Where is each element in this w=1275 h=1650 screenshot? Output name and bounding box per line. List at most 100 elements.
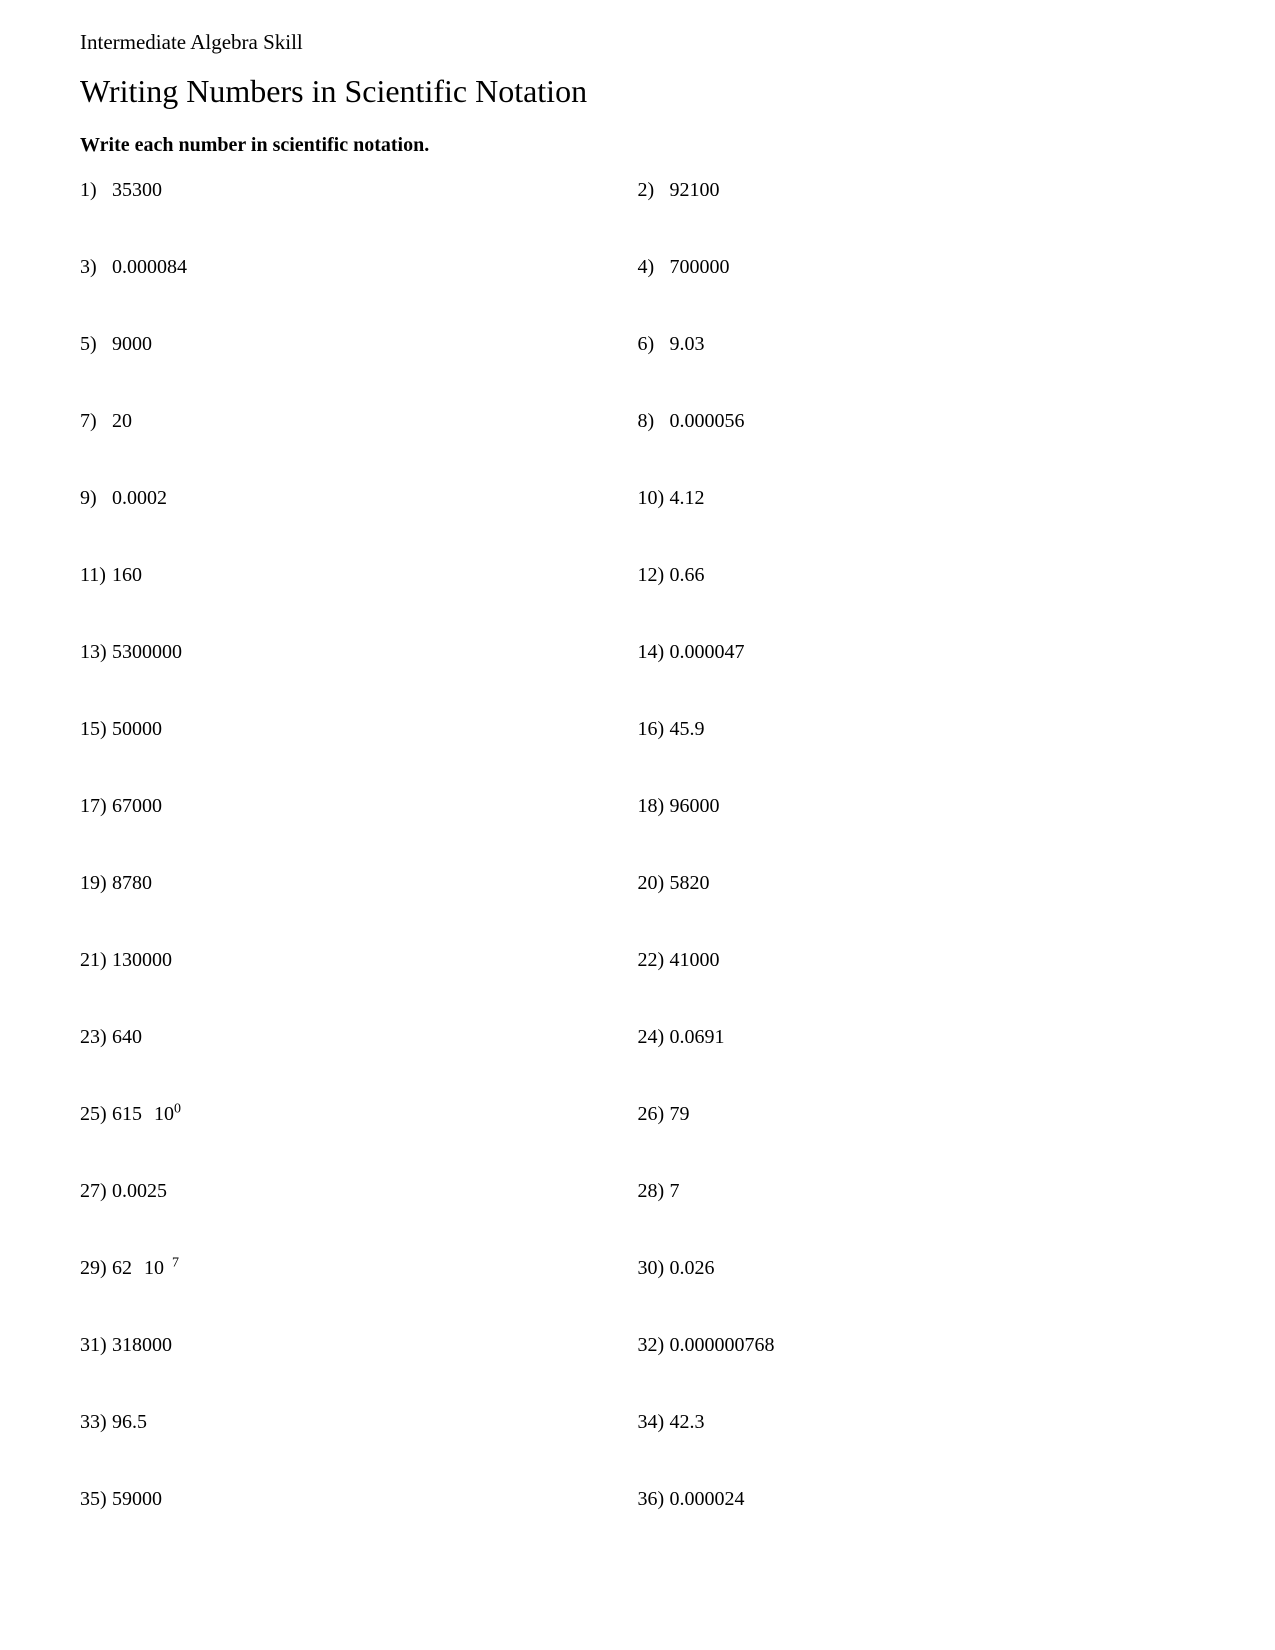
problem-number: 20) — [638, 872, 670, 895]
problem-item: 17)67000 — [80, 795, 638, 872]
problem-value-text: 130000 — [112, 949, 172, 971]
problem-number: 7) — [80, 410, 112, 433]
problem-number: 12) — [638, 564, 670, 587]
problem-item: 16)45.9 — [638, 718, 1196, 795]
problem-item: 26)79 — [638, 1103, 1196, 1180]
problem-value: 8780 — [112, 872, 152, 895]
problem-value: 640 — [112, 1026, 142, 1049]
problem-value-text: 4.12 — [670, 487, 705, 509]
problem-exponent: 0 — [174, 1101, 181, 1116]
problem-item: 13)5300000 — [80, 641, 638, 718]
problem-value: 7 — [670, 1180, 680, 1203]
problem-item: 35)59000 — [80, 1488, 638, 1565]
problem-number: 21) — [80, 949, 112, 972]
problem-number: 24) — [638, 1026, 670, 1049]
problem-value-text: 5820 — [670, 872, 710, 894]
problem-item: 31)318000 — [80, 1334, 638, 1411]
problem-number: 26) — [638, 1103, 670, 1126]
problem-number: 31) — [80, 1334, 112, 1357]
problem-number: 1) — [80, 179, 112, 202]
problem-item: 29)62107 — [80, 1257, 638, 1334]
problem-number: 29) — [80, 1257, 112, 1280]
problem-value-text: 0.000084 — [112, 256, 187, 278]
problem-value-text: 640 — [112, 1026, 142, 1048]
problem-value: 96000 — [670, 795, 720, 818]
problem-number: 18) — [638, 795, 670, 818]
problems-grid: 1)35300 2)92100 3)0.000084 4)700000 5)9000 6)… — [80, 179, 1195, 1565]
problem-number: 4) — [638, 256, 670, 279]
problem-item: 32)0.000000768 — [638, 1334, 1196, 1411]
problem-number: 34) — [638, 1411, 670, 1434]
problem-number: 5) — [80, 333, 112, 356]
problem-number: 30) — [638, 1257, 670, 1280]
problem-number: 17) — [80, 795, 112, 818]
problem-value-text: 92100 — [670, 179, 720, 201]
problem-value: 700000 — [670, 256, 730, 279]
problem-number: 6) — [638, 333, 670, 356]
problem-number: 32) — [638, 1334, 670, 1357]
problem-value-text: 35300 — [112, 179, 162, 201]
problem-item: 14)0.000047 — [638, 641, 1196, 718]
problem-value: 318000 — [112, 1334, 172, 1357]
problem-value: 0.0002 — [112, 487, 167, 510]
problem-item: 25)615100 — [80, 1103, 638, 1180]
problem-number: 11) — [80, 564, 112, 587]
problem-exponent: 7 — [172, 1255, 179, 1270]
problem-number: 19) — [80, 872, 112, 895]
problem-value: 130000 — [112, 949, 172, 972]
problem-item: 4)700000 — [638, 256, 1196, 333]
problem-item: 15)50000 — [80, 718, 638, 795]
problem-value-text: 7 — [670, 1180, 680, 1202]
problem-number: 14) — [638, 641, 670, 664]
problem-item: 30)0.026 — [638, 1257, 1196, 1334]
problem-item: 2)92100 — [638, 179, 1196, 256]
problem-value-text: 41000 — [670, 949, 720, 971]
problem-number: 8) — [638, 410, 670, 433]
problem-value: 45.9 — [670, 718, 705, 741]
problem-value-text: 9.03 — [670, 333, 705, 355]
problem-number: 28) — [638, 1180, 670, 1203]
problem-number: 27) — [80, 1180, 112, 1203]
problem-value: 9.03 — [670, 333, 705, 356]
problem-value: 4.12 — [670, 487, 705, 510]
problem-number: 2) — [638, 179, 670, 202]
problem-value: 5820 — [670, 872, 710, 895]
problem-value: 79 — [670, 1103, 690, 1126]
problem-base: 10 — [144, 1257, 164, 1279]
problem-value-text: 318000 — [112, 1334, 172, 1356]
problem-number: 10) — [638, 487, 670, 510]
problem-value-text: 0.66 — [670, 564, 705, 586]
problem-value-text: 0.000000768 — [670, 1334, 775, 1356]
problem-value-text: 96000 — [670, 795, 720, 817]
problem-item: 9)0.0002 — [80, 487, 638, 564]
problem-number: 3) — [80, 256, 112, 279]
problem-item: 27)0.0025 — [80, 1180, 638, 1257]
problem-value-text: 96.5 — [112, 1411, 147, 1433]
problem-value: 35300 — [112, 179, 162, 202]
problem-value: 92100 — [670, 179, 720, 202]
problem-item: 21)130000 — [80, 949, 638, 1026]
problem-value-text: 9000 — [112, 333, 152, 355]
problem-value-text: 67000 — [112, 795, 162, 817]
problem-value: 0.66 — [670, 564, 705, 587]
problem-item: 36)0.000024 — [638, 1488, 1196, 1565]
problem-value: 9000 — [112, 333, 152, 356]
problem-item: 23)640 — [80, 1026, 638, 1103]
problem-item: 20)5820 — [638, 872, 1196, 949]
problem-number: 9) — [80, 487, 112, 510]
problem-value: 42.3 — [670, 1411, 705, 1434]
problem-value: 50000 — [112, 718, 162, 741]
problem-item: 11)160 — [80, 564, 638, 641]
problem-value: 62107 — [112, 1257, 179, 1280]
problem-value: 0.000084 — [112, 256, 187, 279]
problem-value: 0.026 — [670, 1257, 715, 1280]
problem-value-text: 0.0025 — [112, 1180, 167, 1202]
problem-value-text: 0.0691 — [670, 1026, 725, 1048]
problem-item: 22)41000 — [638, 949, 1196, 1026]
problem-value: 0.000000768 — [670, 1334, 775, 1357]
problem-value-text: 0.000056 — [670, 410, 745, 432]
problem-value: 41000 — [670, 949, 720, 972]
problem-value: 0.000056 — [670, 410, 745, 433]
problem-value: 20 — [112, 410, 132, 433]
problem-value-text: 160 — [112, 564, 142, 586]
